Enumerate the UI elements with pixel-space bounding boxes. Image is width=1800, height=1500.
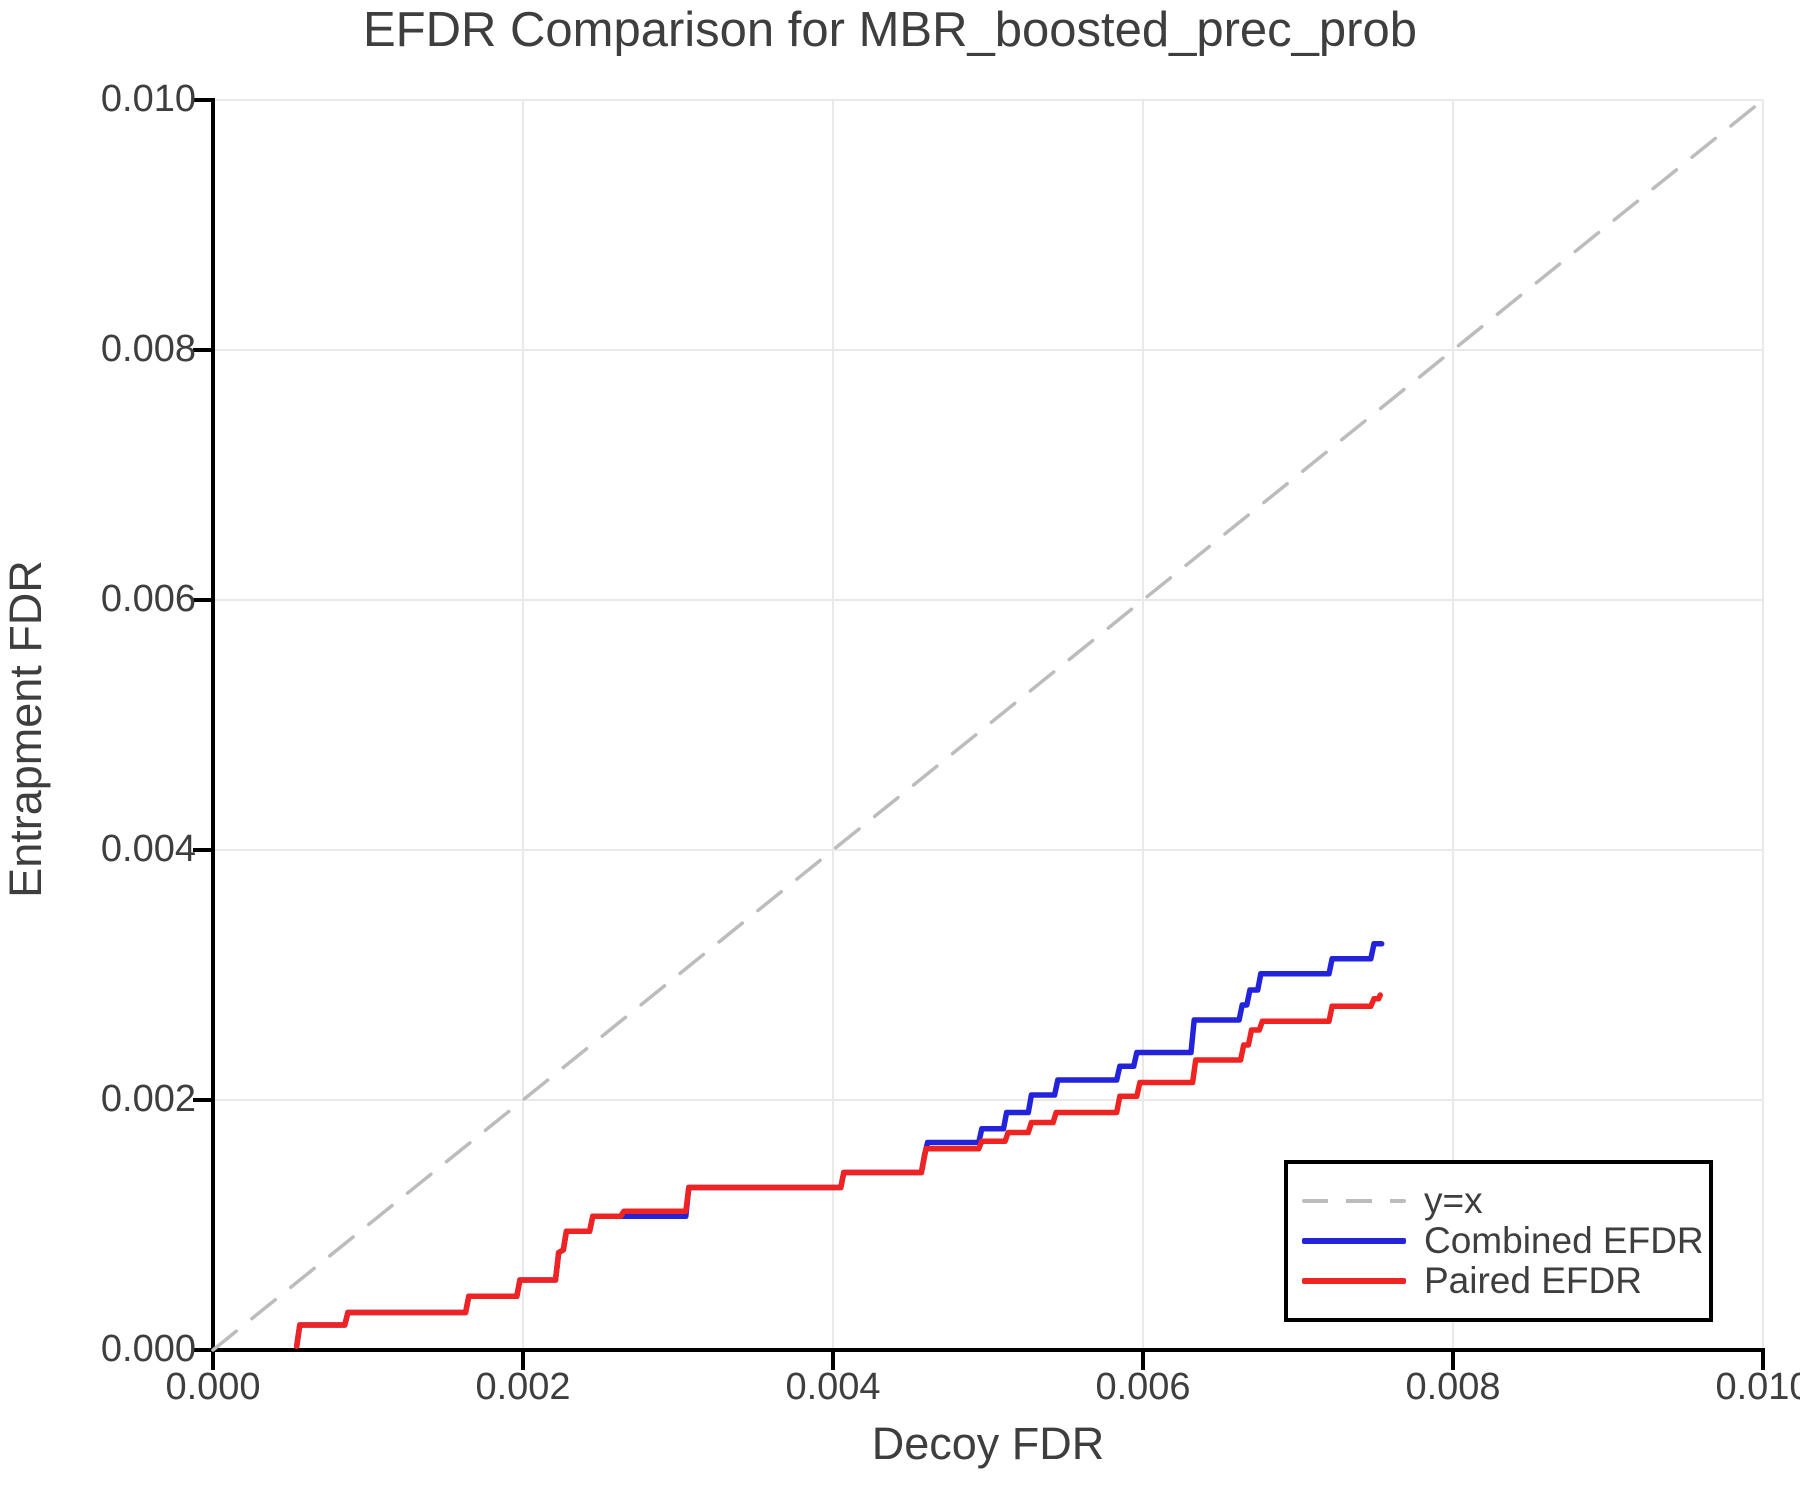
y-tick-label: 0.002 bbox=[100, 1078, 196, 1120]
combined-efdr-line bbox=[293, 941, 1385, 1350]
chart-title: EFDR Comparison for MBR_boosted_prec_pro… bbox=[363, 3, 1417, 57]
x-tick-label: 0.010 bbox=[1715, 1366, 1800, 1408]
y-tick-label: 0.008 bbox=[100, 328, 196, 370]
legend-entry-combined-efdr: Combined EFDR bbox=[1288, 1221, 1709, 1261]
x-tick-label: 0.006 bbox=[1095, 1366, 1191, 1408]
legend-line-sample-identity bbox=[1302, 1199, 1406, 1203]
legend-entry-identity: y=x bbox=[1288, 1181, 1709, 1221]
legend-label: y=x bbox=[1424, 1180, 1483, 1221]
y-tick-label: 0.006 bbox=[100, 578, 196, 620]
legend-label: Paired EFDR bbox=[1424, 1260, 1642, 1301]
x-tick-label: 0.002 bbox=[475, 1366, 571, 1408]
y-axis-label: Entrapment FDR bbox=[0, 560, 51, 898]
legend-line-sample-combined-efdr bbox=[1302, 1238, 1406, 1244]
x-tick-label: 0.008 bbox=[1405, 1366, 1501, 1408]
identity-line bbox=[211, 98, 1765, 1352]
legend: y=x Combined EFDR Paired EFDR bbox=[1284, 1160, 1713, 1322]
legend-line-sample-paired-efdr bbox=[1302, 1278, 1406, 1284]
legend-entry-paired-efdr: Paired EFDR bbox=[1288, 1261, 1709, 1301]
y-tick-label: 0.000 bbox=[100, 1328, 196, 1370]
y-tick-label: 0.010 bbox=[100, 78, 196, 120]
x-tick-label: 0.004 bbox=[785, 1366, 881, 1408]
x-tick-label: 0.000 bbox=[165, 1366, 261, 1408]
paired-efdr-line bbox=[293, 992, 1383, 1350]
legend-label: Combined EFDR bbox=[1424, 1220, 1704, 1261]
x-axis-label: Decoy FDR bbox=[871, 1418, 1105, 1469]
y-tick-label: 0.004 bbox=[100, 828, 196, 870]
